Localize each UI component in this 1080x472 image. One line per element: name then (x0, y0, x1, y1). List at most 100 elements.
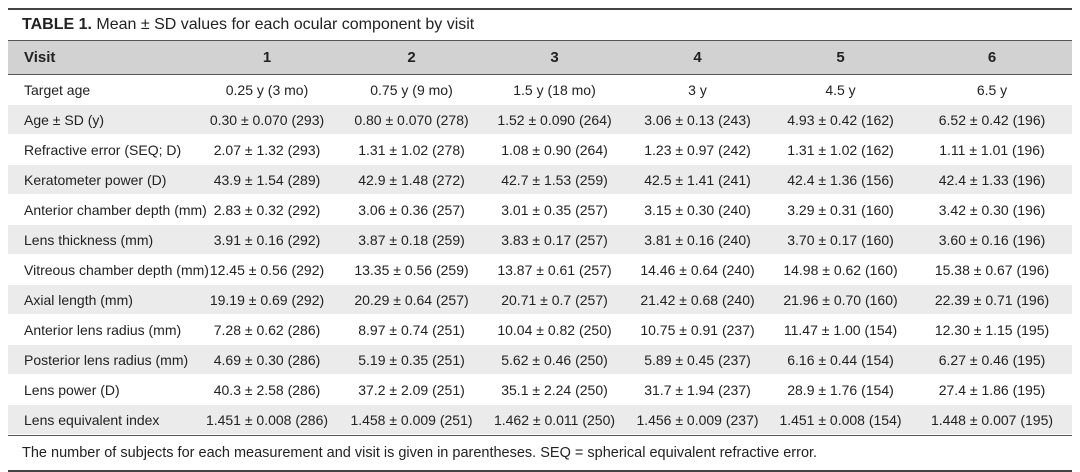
header-visit: Visit (8, 40, 194, 75)
table-cell: 1.5 y (18 mo) (513, 81, 596, 98)
table-cell: 5.19 ± 0.35 (251) (340, 344, 483, 375)
table-cell: 11.47 ± 1.00 (154) (783, 321, 898, 338)
table-cell: 5.62 ± 0.46 (250) (483, 344, 626, 375)
table-cell: 1.462 ± 0.011 (250) (483, 404, 626, 435)
table-row: Age ± SD (y) 0.30 ± 0.070 (293) 0.80 ± 0.0… (8, 104, 1072, 135)
table-cell: 19.19 ± 0.69 (292) (194, 284, 340, 315)
table-cell: 42.9 ± 1.48 (272) (340, 164, 483, 195)
table-cell: 21.96 ± 0.70 (160) (769, 284, 912, 315)
table-cell: 3.81 ± 0.16 (240) (626, 224, 769, 255)
table-cell: 42.7 ± 1.53 (259) (483, 164, 626, 195)
table-cell: 6.16 ± 0.44 (154) (769, 344, 912, 375)
table-caption: TABLE 1. Mean ± SD values for each ocula… (8, 8, 1072, 40)
table-cell: 42.5 ± 1.41 (241) (626, 164, 769, 195)
row-label: Age ± SD (y) (8, 104, 194, 135)
table-cell: 7.28 ± 0.62 (286) (213, 321, 321, 338)
table-cell: 12.45 ± 0.56 (292) (209, 261, 325, 278)
table-cell: 35.1 ± 2.24 (250) (501, 381, 608, 398)
row-label: Vitreous chamber depth (mm) (24, 261, 209, 278)
table-cell: 10.04 ± 0.82 (250) (497, 321, 612, 338)
table-cell: 20.29 ± 0.64 (257) (340, 284, 483, 315)
row-label: Anterior chamber depth (mm) (24, 201, 207, 218)
table-row: Anterior chamber depth (mm) 2.83 ± 0.32 (… (8, 195, 1072, 225)
row-label: Lens thickness (mm) (8, 224, 194, 255)
table-cell: 10.75 ± 0.91 (237) (640, 321, 755, 338)
table-cell: 42.4 ± 1.33 (196) (912, 164, 1072, 195)
table-cell: 6.27 ± 0.46 (195) (912, 344, 1072, 375)
table-cell: 40.3 ± 2.58 (286) (213, 381, 321, 398)
table-row: Axial length (mm) 19.19 ± 0.69 (292) 20.29… (8, 284, 1072, 315)
table-row: Refractive error (SEQ; D) 2.07 ± 1.32 (29… (8, 135, 1072, 165)
header-row: Visit 1 2 3 4 5 6 (8, 40, 1072, 75)
table-body: Target age 0.25 y (3 mo) 0.75 y (9 mo) 1.5 … (8, 75, 1072, 435)
table-cell: 8.97 ± 0.74 (251) (358, 321, 465, 338)
data-table: Visit 1 2 3 4 5 6 Target age 0.25 y (3 mo) 0.75 … (8, 40, 1072, 435)
row-label: Posterior lens radius (mm) (8, 344, 194, 375)
table-cell: 31.7 ± 1.94 (237) (644, 381, 751, 398)
caption-label: TABLE 1. (22, 16, 92, 33)
table-cell: 3.70 ± 0.17 (160) (769, 224, 912, 255)
table-cell: 3.91 ± 0.16 (292) (194, 224, 340, 255)
table-cell: 12.30 ± 1.15 (195) (934, 321, 1050, 338)
table-cell: 1.52 ± 0.090 (264) (483, 104, 626, 135)
table-row: Vitreous chamber depth (mm) 12.45 ± 0.56 … (8, 255, 1072, 285)
table-cell: 4.93 ± 0.42 (162) (769, 104, 912, 135)
header-visit-5: 5 (769, 40, 912, 75)
table-cell: 14.46 ± 0.64 (240) (640, 261, 755, 278)
table-footnote: The number of subjects for each measurem… (8, 435, 1072, 472)
row-label: Lens equivalent index (8, 404, 194, 435)
row-label: Keratometer power (D) (8, 164, 194, 195)
table-cell: 2.83 ± 0.32 (292) (213, 201, 321, 218)
header-visit-6: 6 (912, 40, 1072, 75)
table-cell: 27.4 ± 1.86 (195) (938, 381, 1046, 398)
table-cell: 13.87 ± 0.61 (257) (497, 261, 612, 278)
table-cell: 5.89 ± 0.45 (237) (626, 344, 769, 375)
table-cell: 4.5 y (825, 81, 856, 98)
row-label: Refractive error (SEQ; D) (24, 141, 182, 158)
caption-text: Mean ± SD values for each ocular compone… (96, 16, 475, 33)
table-cell: 3.01 ± 0.35 (257) (501, 201, 608, 218)
table-cell: 0.30 ± 0.070 (293) (194, 104, 340, 135)
row-label: Lens power (D) (24, 381, 120, 398)
table-row: Keratometer power (D) 43.9 ± 1.54 (289) 42… (8, 164, 1072, 195)
table-row: Posterior lens radius (mm) 4.69 ± 0.30 (2… (8, 344, 1072, 375)
table-cell: 1.456 ± 0.009 (237) (626, 404, 769, 435)
header-visit-4: 4 (626, 40, 769, 75)
table-cell: 3.15 ± 0.30 (240) (644, 201, 751, 218)
table-cell: 1.451 ± 0.008 (286) (194, 404, 340, 435)
table-cell: 14.98 ± 0.62 (160) (783, 261, 898, 278)
table-cell: 3 y (688, 81, 707, 98)
header-visit-2: 2 (340, 40, 483, 75)
row-label: Target age (24, 81, 91, 98)
table-cell: 3.83 ± 0.17 (257) (483, 224, 626, 255)
table-row: Lens thickness (mm) 3.91 ± 0.16 (292) 3.87… (8, 224, 1072, 255)
table-cell: 1.08 ± 0.90 (264) (501, 141, 608, 158)
table-cell: 15.38 ± 0.67 (196) (934, 261, 1050, 278)
table-cell: 3.29 ± 0.31 (160) (787, 201, 894, 218)
table-cell: 28.9 ± 1.76 (154) (787, 381, 894, 398)
table-row: Lens equivalent index 1.451 ± 0.008 (286)… (8, 404, 1072, 435)
table-cell: 4.69 ± 0.30 (286) (194, 344, 340, 375)
table-cell: 1.31 ± 1.02 (162) (787, 141, 894, 158)
table-row: Anterior lens radius (mm) 7.28 ± 0.62 (28… (8, 315, 1072, 345)
table-row: Lens power (D) 40.3 ± 2.58 (286) 37.2 ± 2.… (8, 375, 1072, 405)
table-cell: 21.42 ± 0.68 (240) (626, 284, 769, 315)
table-cell: 3.60 ± 0.16 (196) (912, 224, 1072, 255)
table-cell: 2.07 ± 1.32 (293) (213, 141, 321, 158)
table-cell: 1.31 ± 1.02 (278) (358, 141, 465, 158)
table-cell: 1.451 ± 0.008 (154) (769, 404, 912, 435)
table-cell: 3.06 ± 0.13 (243) (626, 104, 769, 135)
table-cell: 0.25 y (3 mo) (225, 81, 309, 98)
table-cell: 3.06 ± 0.36 (257) (358, 201, 465, 218)
table-cell: 6.5 y (976, 81, 1008, 98)
row-label: Axial length (mm) (8, 284, 194, 315)
table-cell: 3.87 ± 0.18 (259) (340, 224, 483, 255)
table-cell: 1.11 ± 1.01 (196) (939, 141, 1045, 158)
table-cell: 6.52 ± 0.42 (196) (912, 104, 1072, 135)
table-cell: 0.80 ± 0.070 (278) (340, 104, 483, 135)
row-label: Anterior lens radius (mm) (24, 321, 182, 338)
table-row: Target age 0.25 y (3 mo) 0.75 y (9 mo) 1.5 … (8, 75, 1072, 105)
table-cell: 42.4 ± 1.36 (156) (769, 164, 912, 195)
table-cell: 20.71 ± 0.7 (257) (483, 284, 626, 315)
table-figure: TABLE 1. Mean ± SD values for each ocula… (8, 0, 1072, 472)
